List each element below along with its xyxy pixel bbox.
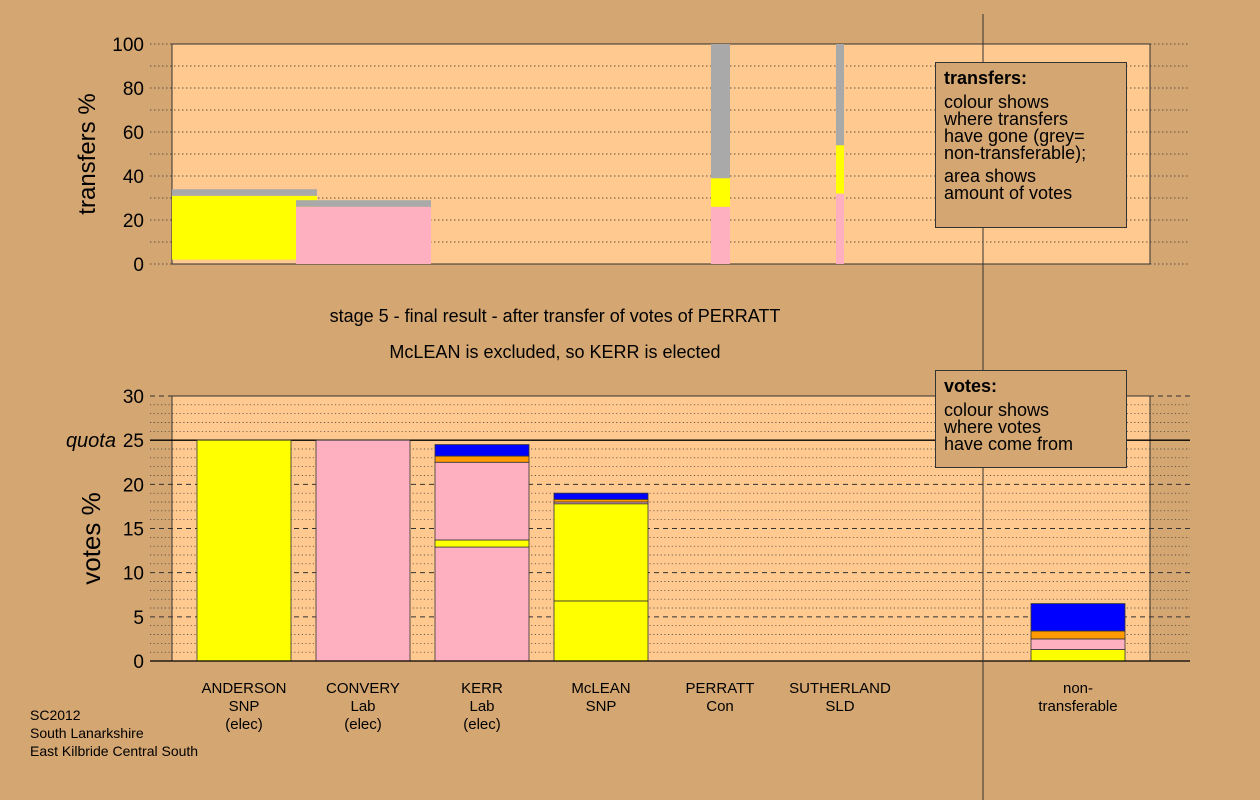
transfers-legend: transfers: colour shows where transfers … — [935, 62, 1127, 228]
vote-bar-segment-non-sld — [1030, 630, 1126, 640]
transfer-segment-convery-non-transferable — [296, 200, 431, 207]
votes-tick-label: 10 — [123, 564, 144, 585]
category-label-kerr-line-1: KERR — [461, 680, 503, 697]
category-label-convery-line-2: Lab — [350, 698, 375, 715]
votes-legend-title: votes: — [944, 376, 998, 396]
transfer-segment-sutherland-lab — [836, 193, 844, 264]
vote-bar-segment-non-snp — [1030, 649, 1126, 662]
votes-tick-label: 30 — [123, 387, 144, 408]
transfer-segment-perratt-non-transferable — [711, 44, 730, 179]
category-label-sutherland-line-1: SUTHERLAND — [789, 680, 891, 697]
votes-tick-label: 0 — [133, 652, 144, 673]
stage-caption: stage 5 - final result - after transfer … — [329, 306, 781, 326]
category-label-kerr-line-3: (elec) — [463, 716, 501, 733]
category-label-convery-line-3: (elec) — [344, 716, 382, 733]
vote-bar-segment-convery-lab — [315, 439, 411, 662]
vote-bar-segment-kerr-lab — [434, 546, 530, 662]
footer-info: SC2012 South Lanarkshire East Kilbride C… — [30, 706, 198, 760]
votes-tick-label: 15 — [123, 520, 144, 541]
footer-council: South Lanarkshire — [30, 725, 144, 741]
category-label-sutherland-line-2: SLD — [825, 698, 854, 715]
vote-bar-segment-kerr-lab — [434, 461, 530, 541]
transfers-tick-label: 60 — [123, 123, 144, 144]
transfer-segment-anderson-non-transferable — [172, 189, 317, 196]
transfer-segment-perratt-lab — [711, 206, 730, 264]
votes-legend: votes: colour shows where votes have com… — [935, 370, 1127, 468]
transfer-segment-sutherland-snp — [836, 145, 844, 194]
transfers-tick-label: 0 — [133, 255, 144, 276]
category-label-anderson-line-3: (elec) — [225, 716, 263, 733]
category-label-non-line-1: non- — [1063, 680, 1093, 697]
category-label-perratt-line-1: PERRATT — [686, 680, 755, 697]
vote-bar-segment-kerr-snp — [434, 539, 530, 548]
transfers-axis-label: transfers % — [74, 93, 101, 214]
votes-tick-label: 5 — [133, 608, 144, 629]
transfer-segment-perratt-snp — [711, 178, 730, 207]
vote-bar-segment-kerr-con — [434, 444, 530, 457]
votes-legend-body: colour shows where votes have come from — [944, 400, 1074, 454]
transfers-tick-label: 100 — [112, 35, 144, 56]
vote-bar-segment-mclean-snp — [553, 503, 649, 602]
votes-axis-label: votes % — [76, 492, 106, 585]
footer-ward: East Kilbride Central South — [30, 743, 199, 759]
transfers-legend-area-note: area shows amount of votes — [944, 166, 1073, 203]
transfers-tick-label: 40 — [123, 167, 144, 188]
vote-bar-segment-mclean-snp — [553, 600, 649, 662]
vote-bar-segment-anderson-snp — [196, 439, 292, 662]
category-label-mclean-line-2: SNP — [586, 698, 617, 715]
transfers-plot-frame — [171, 43, 1151, 265]
votes-tick-label: 20 — [123, 475, 144, 496]
category-label-convery-line-1: CONVERY — [326, 680, 400, 697]
vote-bar-segment-mclean-con — [553, 492, 649, 500]
transfers-tick-label: 80 — [123, 79, 144, 100]
footer-code: SC2012 — [30, 707, 81, 723]
quota-label: quota — [66, 430, 116, 452]
transfers-legend-title: transfers: — [944, 68, 1028, 88]
votes-tick-label: 25 — [123, 431, 144, 452]
transfers-legend-body: colour shows where transfers have gone (… — [944, 92, 1087, 163]
category-label-perratt-line-2: Con — [706, 698, 734, 715]
vote-bar-segment-non-lab — [1030, 638, 1126, 650]
transfer-segment-sutherland-non-transferable — [836, 44, 844, 146]
category-label-mclean-line-1: McLEAN — [571, 680, 630, 697]
result-caption: McLEAN is excluded, so KERR is elected — [389, 342, 721, 362]
vote-bar-segment-kerr-sld — [434, 455, 530, 463]
category-label-anderson-line-2: SNP — [229, 698, 260, 715]
category-label-kerr-line-2: Lab — [469, 698, 494, 715]
vote-bar-segment-non-con — [1030, 603, 1126, 632]
transfer-segment-anderson-snp — [172, 195, 317, 260]
category-label-anderson-line-1: ANDERSON — [201, 680, 286, 697]
category-label-non-line-2: transferable — [1038, 698, 1117, 715]
transfers-tick-label: 20 — [123, 211, 144, 232]
transfer-segment-convery-lab — [296, 206, 431, 264]
